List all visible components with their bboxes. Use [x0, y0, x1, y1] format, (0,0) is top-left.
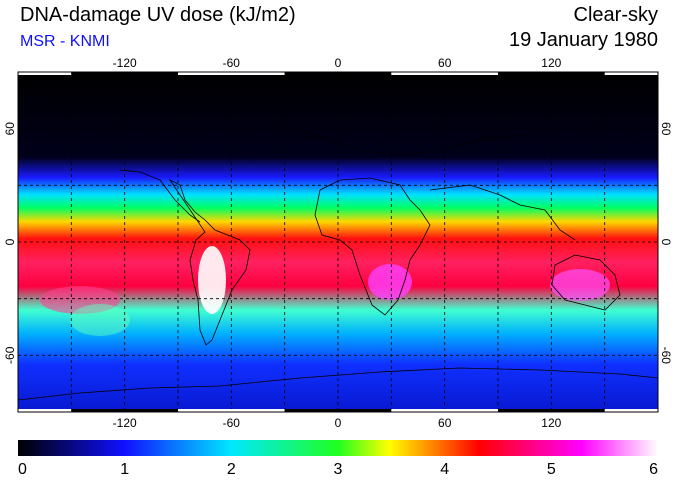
- map-title: DNA-damage UV dose (kJ/m2): [20, 4, 296, 26]
- top-lon-labels: -120 -60 0 60 120: [113, 56, 562, 70]
- top-lon-label: 120: [541, 56, 561, 70]
- top-lon-label: 60: [438, 56, 452, 70]
- eurasia-coast: [299, 129, 521, 156]
- map-frame: [18, 72, 658, 412]
- left-lat-labels: 60 0 -60: [3, 122, 17, 364]
- right-lat-label: 0: [659, 239, 673, 246]
- right-lat-label: -60: [659, 347, 673, 365]
- bottom-lon-label: 60: [438, 416, 452, 430]
- colorbar: [18, 440, 658, 456]
- map-date: 19 January 1980: [508, 29, 658, 51]
- top-lon-label: -120: [113, 56, 137, 70]
- right-lat-labels: 60 0 -60: [659, 122, 673, 364]
- southern-africa-high-dose-patch: [368, 264, 412, 300]
- africa-coast: [314, 177, 431, 316]
- central-america-coast: [119, 169, 201, 223]
- left-lat-label: 60: [3, 122, 17, 136]
- top-lon-label: -60: [223, 56, 241, 70]
- australia-high-dose-patch: [550, 269, 610, 301]
- colorbar-tick-label: 6: [649, 461, 658, 478]
- left-lat-label: 0: [3, 238, 17, 245]
- graticule: [18, 72, 658, 412]
- colorbar-tick-label: 5: [547, 461, 556, 478]
- top-lon-label: 0: [335, 56, 342, 70]
- coastlines: [18, 129, 658, 401]
- left-lat-label: -60: [3, 346, 17, 364]
- source-credit: MSR - KNMI: [20, 33, 110, 50]
- map-border: [17, 71, 659, 413]
- colorbar-tick-label: 0: [18, 461, 27, 478]
- sky-condition: Clear-sky: [573, 4, 658, 26]
- pacific-cloud-patch: [70, 304, 130, 336]
- antarctica-coast: [18, 367, 658, 401]
- south-america-coast: [168, 178, 251, 346]
- colorbar-ticks: 0 1 2 3 4 5 6: [18, 461, 658, 478]
- colorbar-tick-label: 3: [334, 461, 343, 478]
- right-lat-label: 60: [659, 122, 673, 136]
- colorbar-tick-label: 1: [120, 461, 129, 478]
- bottom-lon-labels: -120 -60 0 60 120: [113, 416, 562, 430]
- andes-high-dose-patch: [198, 246, 226, 314]
- colorbar-tick-label: 2: [227, 461, 236, 478]
- colorbar-tick-label: 4: [440, 461, 449, 478]
- bottom-lon-label: -60: [223, 416, 241, 430]
- bottom-lon-label: 0: [335, 416, 342, 430]
- bottom-lon-label: 120: [541, 416, 561, 430]
- australia-coast: [551, 254, 621, 311]
- bottom-lon-label: -120: [113, 416, 137, 430]
